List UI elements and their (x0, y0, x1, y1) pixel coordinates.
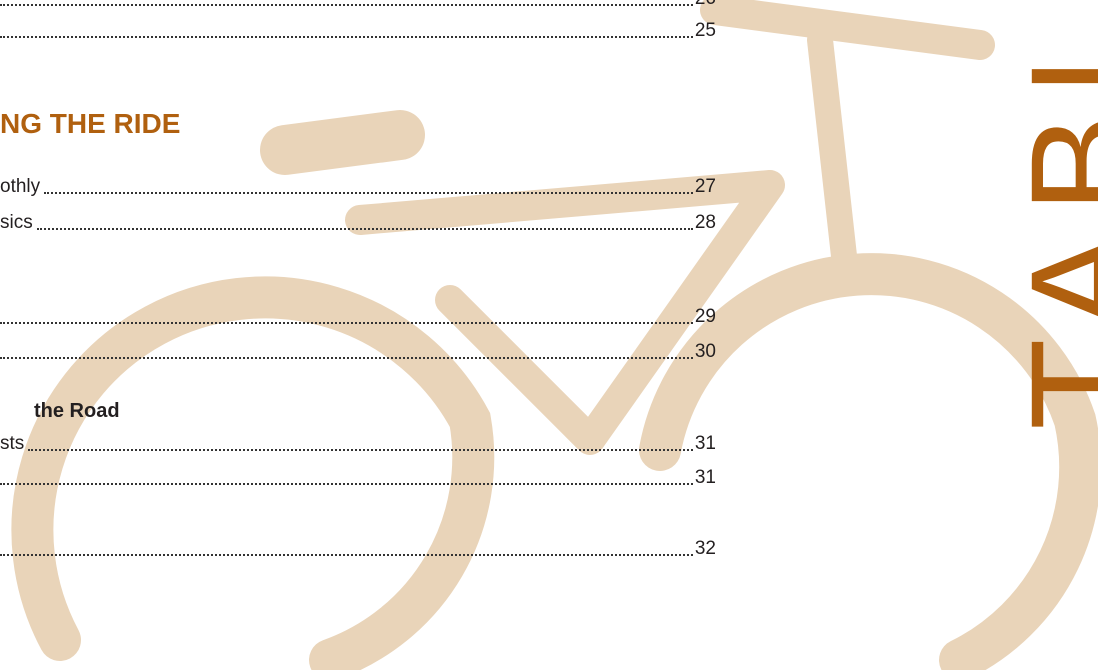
entry-label: sts (0, 433, 28, 455)
toc-entry: 31 (0, 465, 716, 489)
entry-label: sics (0, 212, 37, 234)
page-number: 26 (693, 0, 716, 10)
page-number: 25 (693, 20, 716, 42)
dot-leader (37, 228, 693, 230)
section-subtitle: the Road (34, 400, 120, 423)
page-number: 31 (693, 467, 716, 489)
toc-entry: 25 (0, 18, 716, 42)
seat (285, 135, 400, 150)
dot-leader (0, 483, 693, 485)
page-number: 29 (693, 306, 716, 328)
toc-entry: 29 (0, 304, 716, 328)
page-number: 28 (693, 212, 716, 234)
toc-entry: sts 31 (0, 431, 716, 455)
dot-leader (0, 357, 693, 359)
dot-leader (0, 4, 693, 6)
vertical-title: TABLE (1008, 0, 1098, 430)
dot-leader (44, 192, 693, 194)
page-number: 32 (693, 538, 716, 560)
bicycle-illustration (0, 0, 1098, 670)
dot-leader (0, 36, 693, 38)
dot-leader (28, 449, 693, 451)
dot-leader (0, 554, 693, 556)
toc-entry: 32 (0, 536, 716, 560)
page-number: 31 (693, 433, 716, 455)
fork (820, 40, 845, 265)
section-title: NG THE RIDE (0, 108, 180, 140)
dot-leader (0, 322, 693, 324)
toc-entry: othly 27 (0, 174, 716, 198)
page: {"header": {"vertical_title": "TABLE"}, … (0, 0, 1098, 670)
page-number: 30 (693, 341, 716, 363)
toc-entry: 30 (0, 339, 716, 363)
handlebar (715, 10, 980, 45)
toc-entry: 26 (0, 0, 716, 10)
entry-label: othly (0, 176, 44, 198)
page-number: 27 (693, 176, 716, 198)
toc-entry: sics 28 (0, 210, 716, 234)
